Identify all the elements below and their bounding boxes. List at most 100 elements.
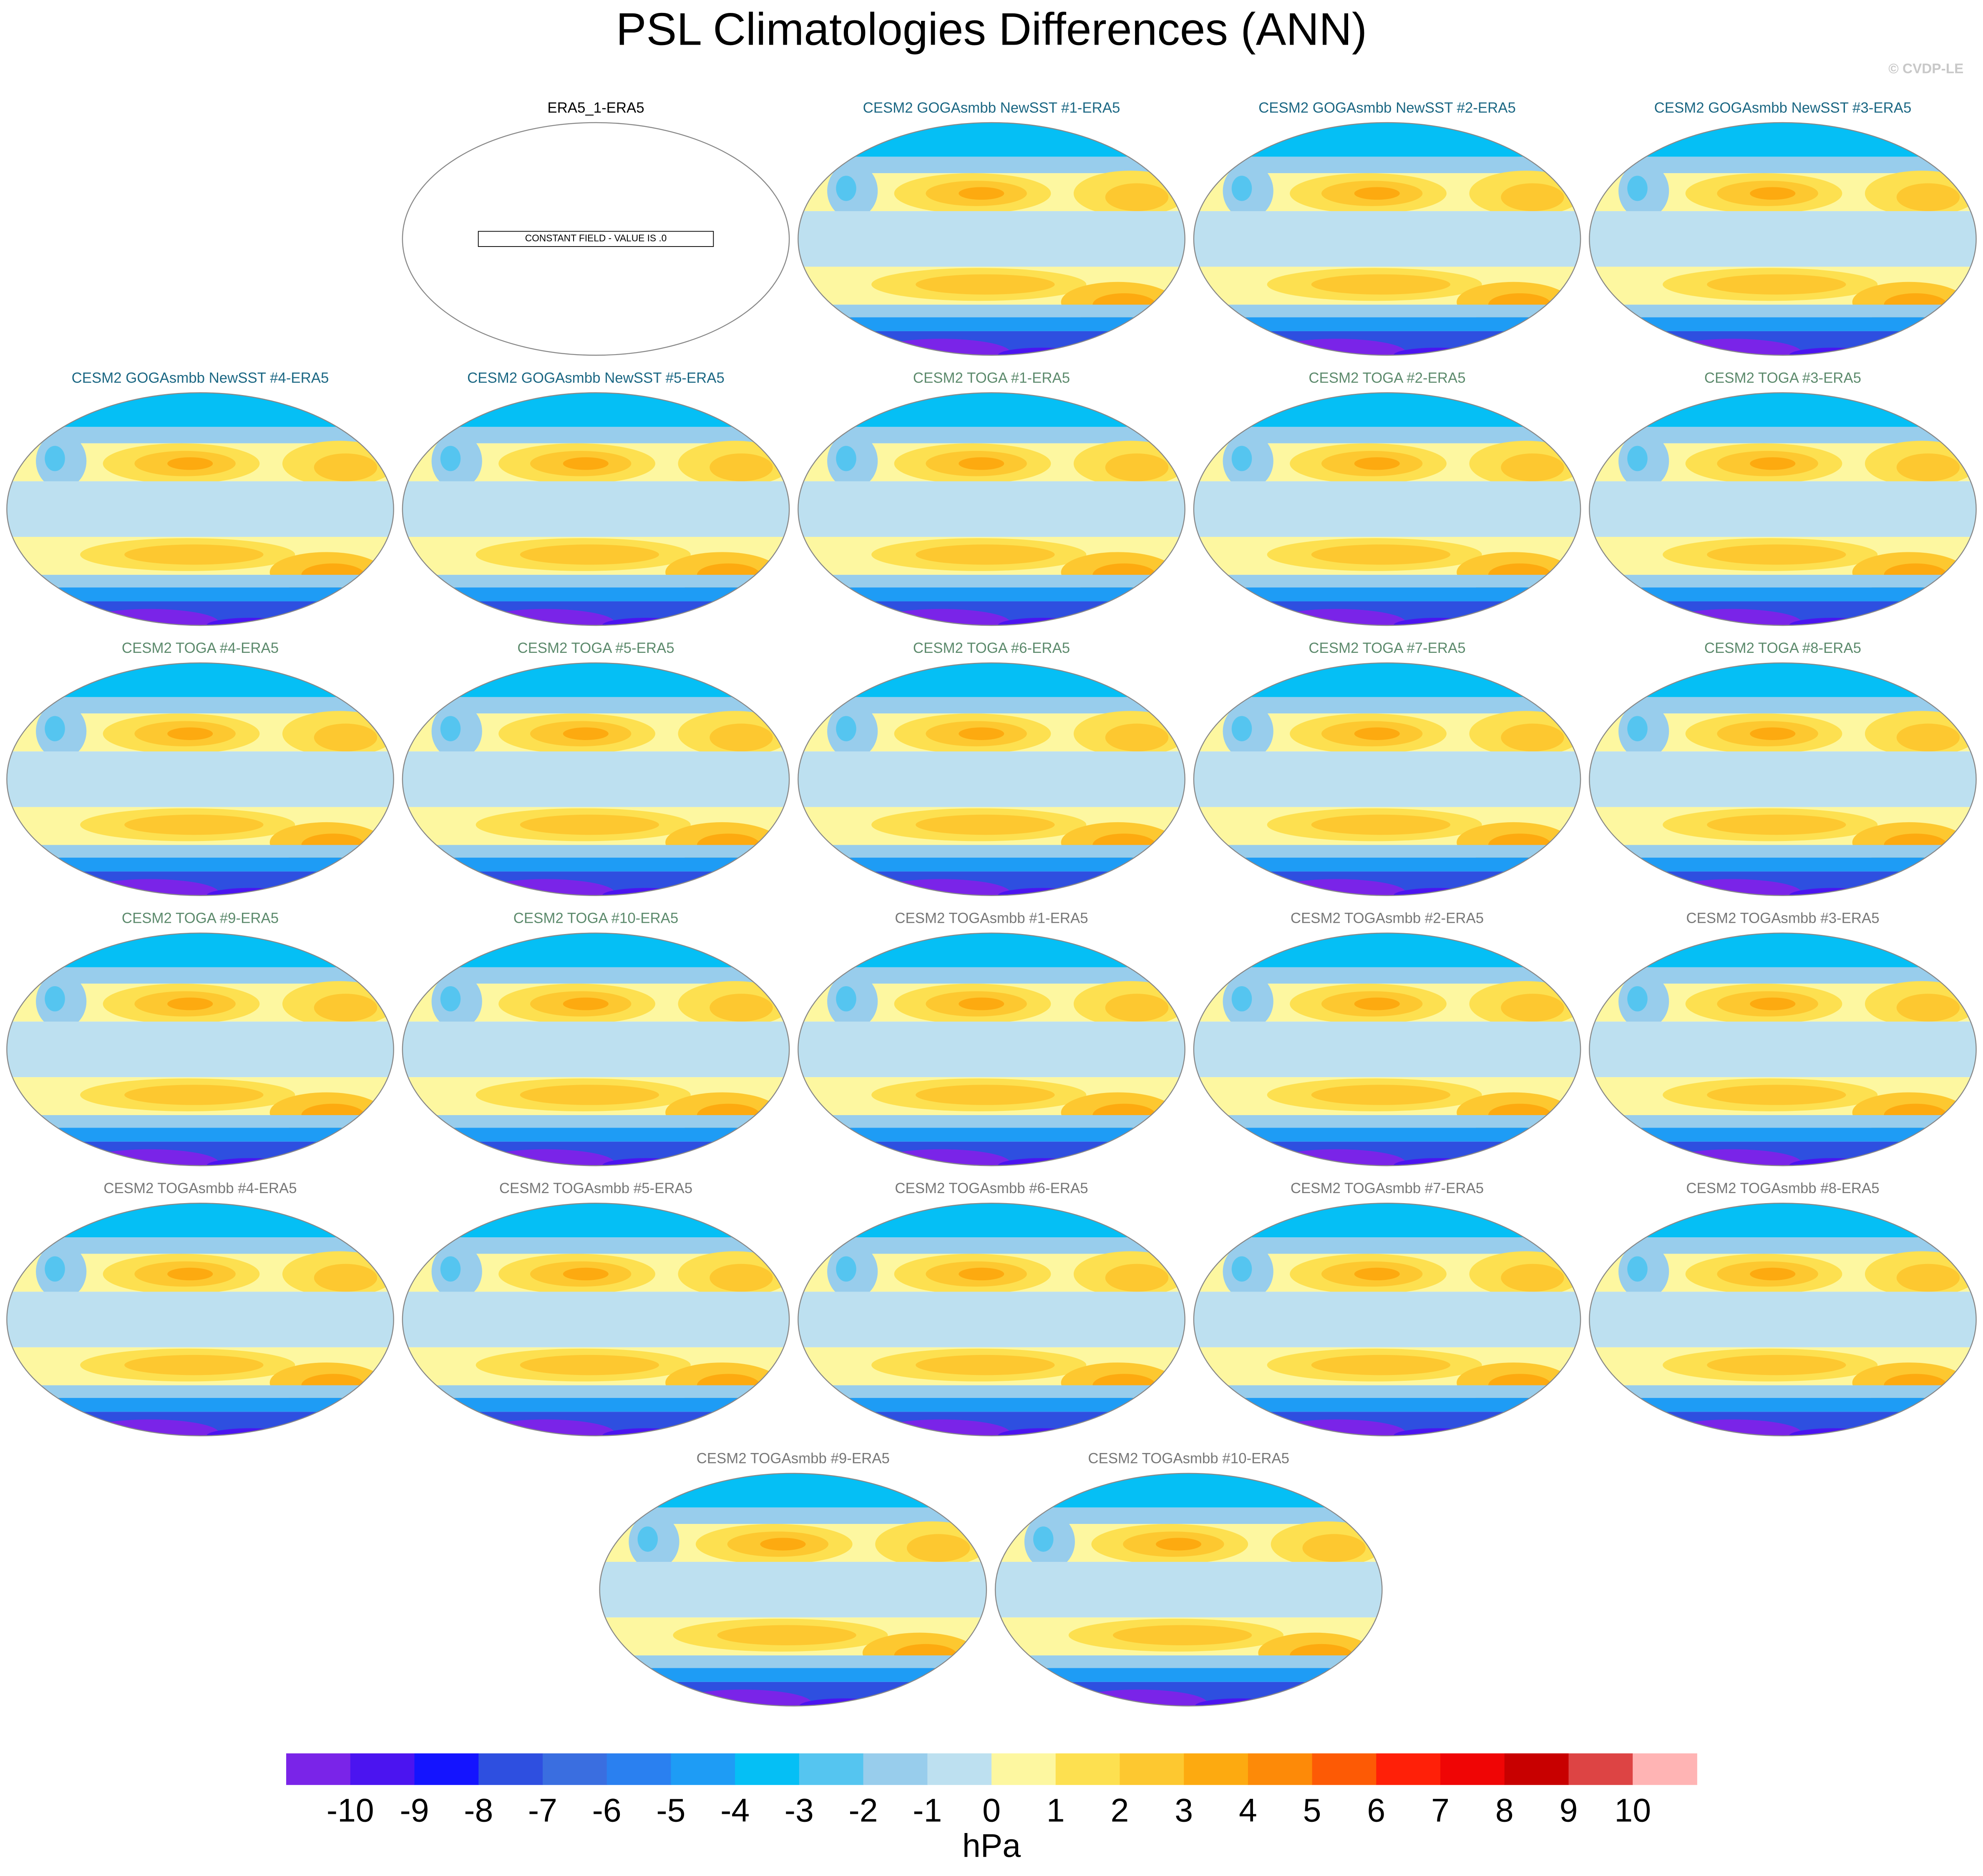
field-band	[798, 663, 1185, 697]
field-blob	[602, 888, 691, 896]
field-band	[402, 587, 790, 602]
field-band	[1589, 1398, 1976, 1412]
field-band	[995, 1655, 1382, 1668]
field-band	[402, 574, 790, 588]
field-blob	[1896, 1264, 1960, 1292]
field-blob	[1267, 1149, 1406, 1166]
field-blob	[998, 348, 1087, 355]
map-field	[798, 663, 1185, 896]
field-band	[7, 1292, 394, 1347]
panel-title: CESM2 TOGAsmbb #4-ERA5	[103, 1180, 297, 1196]
field-band	[1589, 1203, 1976, 1238]
field-band	[402, 751, 790, 807]
map-outline	[6, 662, 394, 896]
field-band	[798, 1203, 1185, 1238]
field-blob	[314, 1264, 377, 1292]
colorbar-label: hPa	[962, 1827, 1021, 1864]
field-band	[599, 1561, 986, 1618]
colorbar-tick-label: 1	[1047, 1792, 1065, 1828]
field-blob	[1663, 609, 1802, 626]
map-outline	[994, 1473, 1383, 1707]
field-blob	[836, 716, 856, 741]
panel-title: CESM2 GOGAsmbb NewSST #5-ERA5	[467, 370, 725, 386]
field-band	[995, 1473, 1382, 1508]
map-field	[7, 393, 394, 626]
field-band	[1589, 751, 1976, 807]
map-field	[1193, 393, 1581, 626]
field-band	[1193, 574, 1581, 588]
field-blob	[45, 716, 65, 741]
field-blob	[1354, 187, 1400, 200]
field-blob	[1501, 1264, 1564, 1292]
colorbar-box	[799, 1753, 864, 1785]
field-blob	[1627, 1256, 1648, 1282]
field-band	[798, 857, 1185, 872]
field-blob	[871, 609, 1011, 626]
map-field	[599, 1473, 986, 1706]
field-blob	[1354, 997, 1400, 1010]
field-blob	[998, 1158, 1087, 1166]
note-box	[478, 231, 714, 247]
field-blob	[167, 457, 213, 470]
field-band	[402, 1385, 790, 1398]
panel-title: CESM2 GOGAsmbb NewSST #2-ERA5	[1258, 100, 1516, 116]
colorbar-tick-label: -4	[720, 1792, 750, 1828]
field-blob	[916, 1355, 1055, 1375]
field-band	[1589, 317, 1976, 331]
map-panel: CESM2 GOGAsmbb NewSST #1-ERA5	[798, 100, 1185, 356]
field-band	[995, 1561, 1382, 1618]
panel-title: CESM2 TOGAsmbb #6-ERA5	[895, 1180, 1088, 1196]
map-field	[402, 663, 790, 896]
field-blob	[1501, 453, 1564, 481]
field-band	[1589, 1385, 1976, 1398]
colorbar-box	[927, 1753, 992, 1785]
panel-title: CESM2 TOGA #8-ERA5	[1704, 640, 1861, 656]
field-blob	[1068, 1690, 1208, 1706]
map-field	[402, 1203, 790, 1436]
colorbar-box	[1184, 1753, 1248, 1785]
field-band	[402, 1398, 790, 1412]
map-panel: CESM2 GOGAsmbb NewSST #2-ERA5	[1193, 100, 1581, 356]
field-blob	[1231, 986, 1252, 1012]
field-band	[1193, 751, 1581, 807]
colorbar-box	[1055, 1753, 1120, 1785]
field-blob	[1195, 1698, 1284, 1706]
field-blob	[1393, 348, 1482, 355]
field-blob	[1393, 888, 1482, 896]
field-band	[7, 393, 394, 427]
colorbar-box	[414, 1753, 479, 1785]
field-blob	[520, 1085, 659, 1105]
map-panel: CESM2 TOGAsmbb #7-ERA5	[1193, 1180, 1581, 1437]
credit: © CVDP-LE	[1888, 61, 1963, 76]
colorbar-tick-label: 2	[1111, 1792, 1129, 1828]
colorbar-tick-label: 4	[1239, 1792, 1257, 1828]
field-band	[798, 845, 1185, 858]
map-outline	[599, 1473, 987, 1707]
field-blob	[124, 544, 264, 565]
colorbar-tick-label: -7	[528, 1792, 557, 1828]
field-blob	[710, 1264, 773, 1292]
map-field	[1193, 663, 1581, 896]
field-band	[1589, 1115, 1976, 1128]
field-blob	[1627, 986, 1648, 1012]
colorbar-box	[1312, 1753, 1377, 1785]
field-band	[402, 845, 790, 858]
map-outline	[1193, 392, 1581, 626]
field-blob	[1663, 1149, 1802, 1166]
field-blob	[1105, 183, 1169, 212]
field-blob	[1231, 176, 1252, 201]
map-outline	[402, 662, 790, 896]
field-blob	[124, 1085, 264, 1105]
field-blob	[1896, 994, 1960, 1022]
map-field	[7, 1203, 394, 1436]
field-blob	[916, 274, 1055, 295]
field-blob	[1033, 1526, 1054, 1552]
field-blob	[520, 1355, 659, 1375]
map-field	[798, 122, 1185, 355]
field-band	[798, 122, 1185, 157]
field-blob	[1393, 1428, 1482, 1436]
field-band	[1589, 481, 1976, 537]
panel-note: CONSTANT FIELD - VALUE IS .0	[525, 233, 667, 244]
map-field	[798, 1203, 1185, 1436]
field-blob	[167, 727, 213, 740]
